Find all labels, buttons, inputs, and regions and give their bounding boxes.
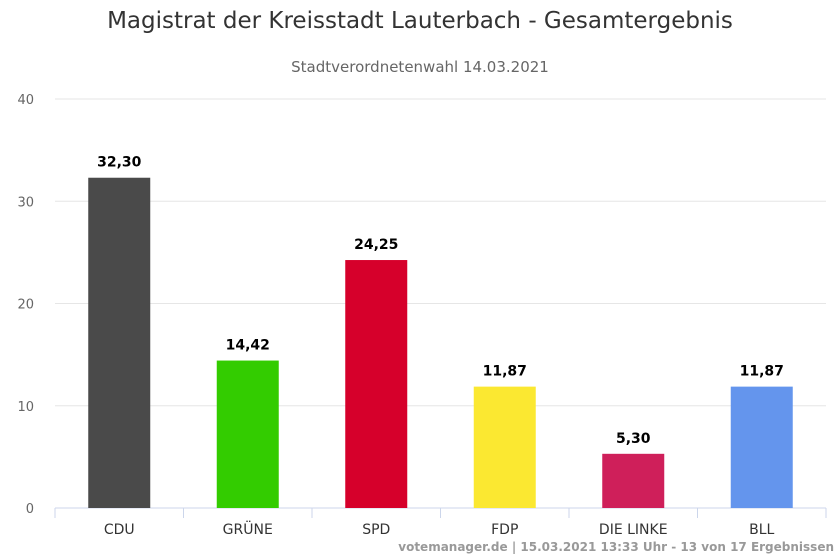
x-tick-label: SPD [362,522,390,538]
chart-title: Magistrat der Kreisstadt Lauterbach - Ge… [107,8,733,34]
y-tick-label: 40 [17,93,34,108]
bar-spd [345,260,408,508]
x-tick-label: DIE LINKE [599,522,668,538]
chart-subtitle: Stadtverordnetenwahl 14.03.2021 [291,58,549,76]
x-tick-label: BLL [749,522,774,538]
data-label: 14,42 [226,338,270,354]
bar-gr-ne [216,360,279,508]
x-tick-label: CDU [104,522,135,538]
data-label: 11,87 [740,364,784,380]
y-tick-label: 30 [17,195,34,210]
data-label: 24,25 [354,237,398,253]
data-label: 5,30 [616,431,651,447]
data-label: 11,87 [483,364,527,380]
y-tick-label: 20 [17,298,34,313]
y-tick-label: 10 [17,400,34,415]
y-tick-label: 0 [26,502,34,517]
x-tick-label: GRÜNE [223,520,273,538]
bar-die-linke [602,453,665,508]
bar-bll [730,386,793,508]
credits-text[interactable]: votemanager.de | 15.03.2021 13:33 Uhr - … [398,540,834,554]
bar-fdp [473,386,536,508]
bar-cdu [88,177,151,509]
data-label: 32,30 [97,155,142,171]
x-tick-label: FDP [491,522,518,538]
